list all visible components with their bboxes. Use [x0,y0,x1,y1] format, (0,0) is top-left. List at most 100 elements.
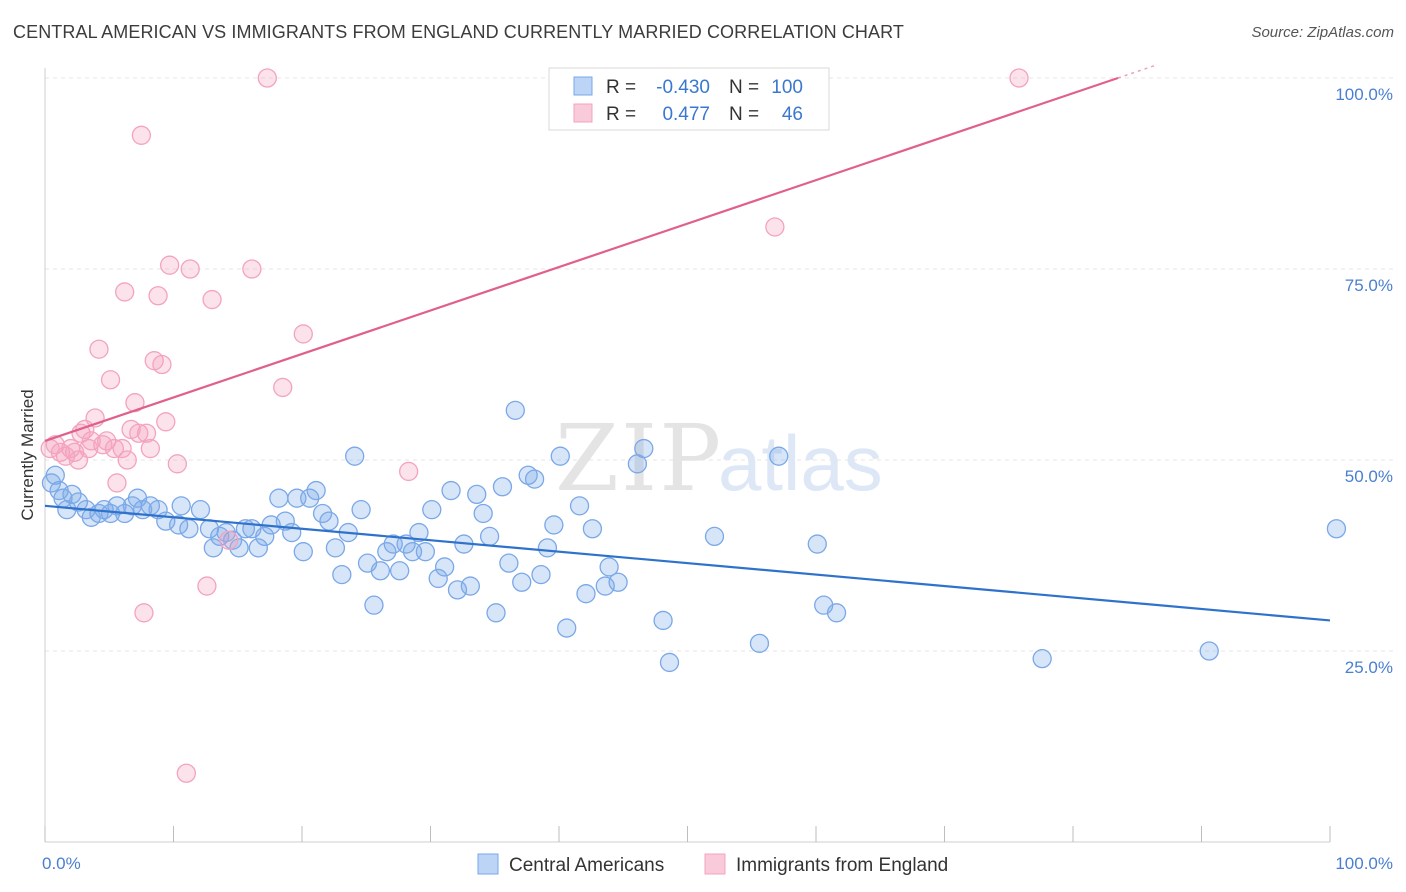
point-central-americans-94 [807,534,827,554]
point-central-americans-88 [634,438,654,459]
stats-r-value-0: -0.430 [656,77,710,98]
point-central-americans-86 [608,572,628,592]
point-central-americans-59 [422,500,442,520]
point-central-americans-52 [377,542,397,562]
point-central-americans-45 [332,564,352,585]
point-central-americans-5 [62,484,82,505]
point-central-americans-97 [1032,648,1052,669]
point-immigrants-england-36 [197,576,217,596]
point-central-americans-42 [312,503,333,524]
point-central-americans-40 [300,488,320,508]
watermark: ZIP atlas [555,405,883,512]
point-central-americans-48 [351,500,371,520]
point-central-americans-65 [460,576,480,596]
point-central-americans-60 [428,568,448,589]
point-central-americans-68 [479,526,500,547]
point-central-americans-39 [293,542,313,562]
point-central-americans-67 [473,503,493,524]
point-central-americans-69 [486,603,506,623]
point-immigrants-england-17 [107,473,127,493]
point-central-americans-75 [524,469,545,489]
point-central-americans-25 [203,538,223,558]
stats-legend-box [548,67,830,131]
point-immigrants-england-24 [131,125,152,145]
point-central-americans-85 [599,557,619,577]
legend-label-immigrants-england: Immigrants from England [736,855,948,876]
point-central-americans-99 [1326,519,1347,539]
stats-r-label-0: R = [606,77,636,98]
point-central-americans-1 [45,465,65,485]
series-central-americans-points [41,400,1347,673]
point-central-americans-41 [306,480,326,501]
watermark-atlas: atlas [718,419,883,507]
point-central-americans-18 [140,496,161,516]
point-central-americans-80 [557,618,577,638]
point-immigrants-england-10 [81,431,101,451]
y-tick-label-0: 25.0% [1345,658,1393,677]
point-central-americans-82 [576,584,596,604]
trend-lines [44,64,1331,622]
point-central-americans-70 [492,477,513,497]
point-immigrants-england-33 [167,454,188,474]
stats-n-label-1: N = [729,104,759,125]
point-immigrants-england-29 [148,286,168,306]
legend-swatch-immigrants-england [704,853,726,875]
point-central-americans-35 [269,488,289,508]
point-central-americans-77 [537,538,558,558]
point-central-americans-12 [107,496,127,516]
point-central-americans-96 [826,603,847,623]
point-central-americans-76 [531,564,551,585]
point-immigrants-england-34 [176,763,197,783]
x-tick-label-right: 100.0% [1335,854,1393,873]
point-central-americans-71 [499,553,519,573]
point-immigrants-england-9 [79,438,99,459]
point-immigrants-england-18 [112,438,132,459]
point-central-americans-62 [441,480,461,501]
y-tick-label-3: 100.0% [1335,85,1393,104]
point-central-americans-47 [345,446,365,466]
point-central-americans-43 [319,511,339,531]
stats-r-value-1: 0.477 [662,104,710,125]
point-immigrants-england-20 [117,450,137,470]
point-central-americans-44 [325,538,346,558]
stats-r-label-1: R = [606,104,636,125]
point-central-americans-6 [68,492,89,512]
point-immigrants-england-40 [257,68,277,88]
y-tick-label-2: 75.0% [1345,276,1393,295]
point-central-americans-57 [409,522,429,543]
x-ticks [44,826,1331,842]
y-tick-label-1: 50.0% [1345,467,1393,486]
point-central-americans-79 [550,446,570,466]
point-central-americans-20 [168,515,189,535]
trend-line-immigrants-england [44,76,1119,442]
point-central-americans-50 [364,595,384,615]
point-central-americans-90 [659,652,680,673]
point-central-americans-27 [216,522,236,543]
point-immigrants-england-42 [293,324,313,344]
point-immigrants-england-22 [125,393,145,413]
point-central-americans-51 [370,561,391,581]
stats-legend: R = -0.430 N = 100 R = 0.477 N = 46 [548,67,830,131]
y-axis-label: Currently Married [18,389,37,520]
point-immigrants-england-14 [97,431,117,451]
series-immigrants-england-points [40,68,1029,783]
series-legend: Central Americans Immigrants from Englan… [477,853,948,876]
point-immigrants-england-43 [399,461,419,482]
point-central-americans-36 [275,511,295,531]
point-immigrants-england-15 [100,370,121,390]
point-immigrants-england-12 [89,339,109,359]
point-immigrants-england-37 [202,289,222,310]
stats-n-label-0: N = [729,77,759,98]
point-immigrants-england-25 [134,603,154,623]
point-central-americans-54 [390,561,410,581]
point-central-americans-66 [467,484,487,505]
trend-line-extension [1117,64,1157,79]
point-immigrants-england-39 [242,259,262,279]
point-immigrants-england-23 [129,423,149,443]
point-central-americans-23 [190,500,211,520]
stats-swatch-blue [573,76,593,96]
point-immigrants-england-31 [156,412,176,432]
point-central-americans-33 [255,526,275,547]
point-central-americans-32 [248,538,268,558]
legend-swatch-central-americans [477,853,499,875]
